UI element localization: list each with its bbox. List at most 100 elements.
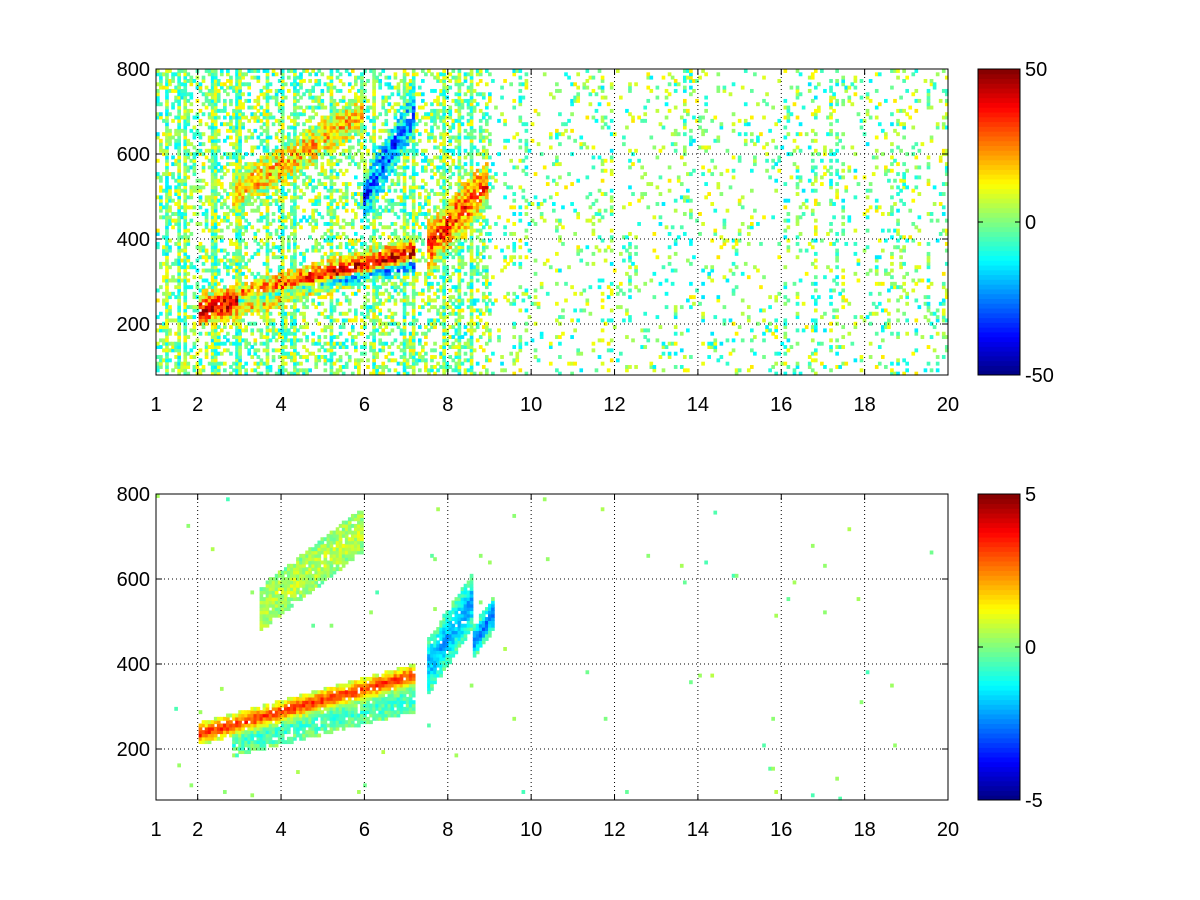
- heatmap-cell: [341, 281, 346, 286]
- heatmap-cell: [165, 85, 169, 90]
- heatmap-cell: [439, 158, 443, 163]
- heatmap-cell: [277, 198, 282, 203]
- heatmap-cell: [302, 318, 306, 323]
- heatmap-cell: [378, 205, 383, 210]
- heatmap-cell: [405, 105, 410, 110]
- heatmap-cell: [262, 92, 267, 97]
- heatmap-cell: [375, 288, 379, 293]
- heatmap-cell: [219, 341, 224, 346]
- heatmap-cell: [223, 88, 227, 93]
- heatmap-cell: [408, 98, 413, 103]
- heatmap-cell: [384, 112, 389, 117]
- heatmap-cell: [411, 308, 416, 313]
- heatmap-cell: [430, 305, 434, 310]
- heatmap-cell: [219, 85, 224, 90]
- heatmap-cell: [168, 195, 172, 200]
- heatmap-cell: [198, 178, 203, 183]
- heatmap-cell: [344, 271, 349, 276]
- heatmap-cell: [442, 368, 446, 373]
- heatmap-cell: [241, 295, 245, 300]
- heatmap-cell: [296, 142, 300, 147]
- heatmap-cell: [156, 112, 160, 117]
- heatmap-cell: [396, 155, 401, 160]
- heatmap-cell: [277, 281, 282, 286]
- heatmap-cell: [177, 315, 181, 320]
- heatmap-cell: [448, 155, 453, 160]
- heatmap-cell: [329, 371, 334, 376]
- heatmap-cell: [293, 198, 297, 203]
- heatmap-cell: [405, 148, 410, 153]
- heatmap-cell: [311, 265, 315, 270]
- heatmap-cell: [265, 268, 270, 273]
- heatmap-cell: [439, 235, 443, 240]
- heatmap-cell: [296, 88, 300, 93]
- heatmap-cell: [439, 231, 443, 236]
- heatmap-cell: [363, 258, 367, 263]
- heatmap-cell: [250, 308, 255, 313]
- heatmap-cell: [232, 202, 236, 206]
- heatmap-cell: [402, 278, 407, 283]
- heatmap-cell: [268, 222, 273, 226]
- heatmap-cell: [454, 165, 459, 170]
- heatmap-cell: [405, 122, 410, 127]
- heatmap-cell: [280, 321, 285, 326]
- heatmap-cell: [262, 148, 267, 153]
- heatmap-cell: [311, 188, 315, 193]
- heatmap-cell: [305, 248, 309, 253]
- heatmap-cell: [271, 288, 276, 293]
- heatmap-cell: [411, 321, 416, 326]
- heatmap-cell: [381, 102, 386, 107]
- heatmap-cell: [204, 311, 209, 316]
- heatmap-cell: [213, 125, 218, 130]
- heatmap-cell: [204, 215, 209, 220]
- heatmap-cell: [366, 98, 370, 103]
- heatmap-cell: [393, 168, 398, 173]
- heatmap-cell: [308, 72, 312, 77]
- heatmap-cell: [177, 355, 181, 359]
- heatmap-cell: [259, 218, 264, 223]
- heatmap-cell: [265, 92, 270, 97]
- heatmap-cell: [323, 222, 328, 226]
- heatmap-cell: [207, 318, 212, 323]
- heatmap-cell: [350, 158, 355, 163]
- heatmap-cell: [332, 155, 337, 160]
- heatmap-cell: [216, 115, 221, 120]
- heatmap-cell: [235, 325, 239, 330]
- heatmap-cell: [174, 261, 178, 266]
- heatmap-cell: [177, 69, 181, 73]
- heatmap-cell: [277, 248, 282, 253]
- heatmap-cell: [323, 118, 328, 123]
- heatmap-cell: [235, 225, 239, 230]
- heatmap-cell: [305, 88, 309, 93]
- heatmap-cell: [302, 165, 306, 170]
- heatmap-cell: [183, 178, 188, 183]
- heatmap-cell: [186, 271, 191, 276]
- heatmap-cell: [219, 165, 224, 170]
- heatmap-cell: [219, 228, 224, 233]
- heatmap-cell: [369, 268, 373, 273]
- heatmap-cell: [417, 325, 422, 330]
- heatmap-cell: [241, 205, 245, 210]
- heatmap-cell: [347, 255, 352, 260]
- heatmap-cell: [244, 172, 248, 177]
- heatmap-cell: [241, 291, 245, 296]
- heatmap-cell: [232, 285, 236, 290]
- heatmap-cell: [207, 285, 212, 290]
- heatmap-cell: [363, 255, 367, 260]
- heatmap-cell: [354, 238, 358, 243]
- heatmap-cell: [445, 75, 450, 80]
- heatmap-cell: [372, 112, 376, 117]
- heatmap-cell: [408, 212, 413, 216]
- heatmap-cell: [183, 92, 188, 97]
- heatmap-cell: [259, 275, 264, 280]
- heatmap-cell: [250, 172, 255, 177]
- heatmap-cell: [232, 192, 236, 196]
- heatmap-cell: [335, 245, 340, 250]
- heatmap-cell: [253, 338, 258, 343]
- heatmap-cell: [338, 108, 343, 113]
- heatmap-cell: [162, 325, 166, 330]
- heatmap-cell: [457, 328, 462, 333]
- heatmap-cell: [424, 258, 428, 263]
- heatmap-cell: [372, 128, 376, 133]
